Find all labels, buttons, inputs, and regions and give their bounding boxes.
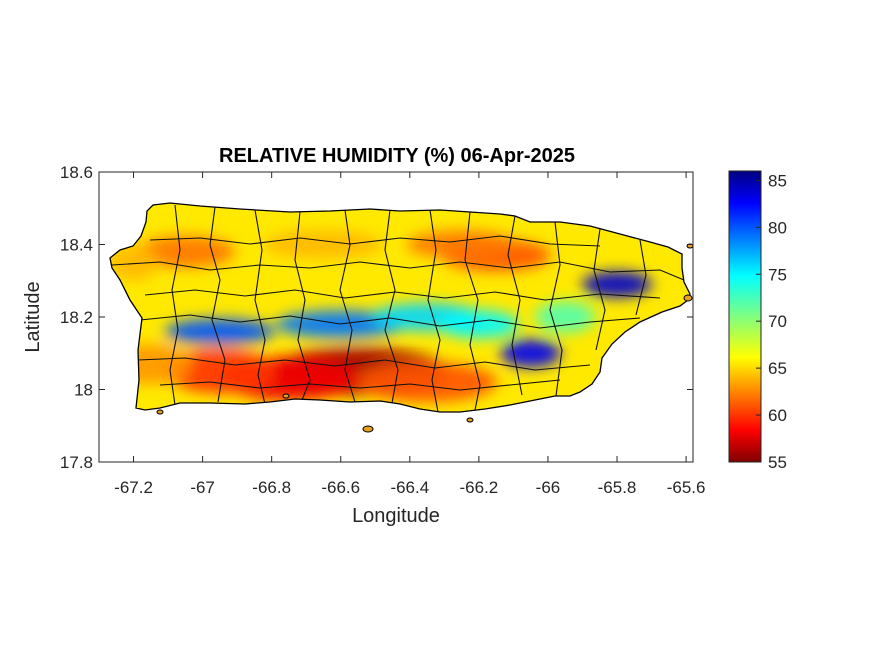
- humidity-zone: [500, 339, 561, 368]
- islet: [683, 294, 693, 302]
- x-tick-label: -67.2: [114, 478, 153, 497]
- colorbar-tick-label: 85: [768, 171, 787, 190]
- humidity-zone: [535, 301, 596, 333]
- municipality-boundary: [294, 211, 311, 401]
- x-tick-label: -66.6: [321, 478, 360, 497]
- humidity-zone: [438, 310, 519, 339]
- islet: [362, 425, 374, 433]
- humidity-zone: [406, 230, 517, 259]
- x-tick-label: -66.4: [390, 478, 429, 497]
- x-tick-label: -66.2: [460, 478, 499, 497]
- islet: [282, 393, 290, 399]
- municipality-boundaries: [111, 204, 685, 412]
- colorbar-tick-label: 70: [768, 312, 787, 331]
- municipality-boundary: [149, 235, 601, 247]
- municipality-boundary: [635, 239, 647, 316]
- municipality-boundary: [593, 228, 606, 351]
- chart-title: RELATIVE HUMIDITY (%) 06-Apr-2025: [219, 145, 575, 167]
- municipality-boundary: [427, 209, 441, 412]
- coastline: [109, 202, 691, 413]
- y-tick-label: 17.8: [60, 453, 93, 472]
- y-tick-label: 18.6: [60, 163, 93, 182]
- x-tick-label: -65.6: [667, 478, 706, 497]
- municipality-boundary: [169, 204, 181, 406]
- y-tick-label: 18.2: [60, 308, 93, 327]
- municipality-boundary: [144, 289, 661, 301]
- x-tick-label: -66: [536, 478, 561, 497]
- x-tick-label: -65.8: [598, 478, 637, 497]
- colorbar-tick-label: 65: [768, 359, 787, 378]
- y-tick-label: 18: [74, 381, 93, 400]
- humidity-zone: [110, 244, 159, 281]
- y-tick-label: 18.4: [60, 236, 93, 255]
- colorbar-tick-label: 55: [768, 453, 787, 472]
- x-tick-label: -67: [190, 478, 215, 497]
- colorbar-tick-label: 80: [768, 218, 787, 237]
- colorbar: [728, 170, 762, 463]
- municipality-boundary: [339, 209, 356, 403]
- municipality-boundary: [507, 215, 523, 396]
- colorbar-ticks: 55 60 65 70 75 80 85: [756, 171, 787, 472]
- municipality-boundary: [209, 206, 226, 403]
- colorbar-tick-label: 75: [768, 265, 787, 284]
- humidity-zone: [357, 362, 498, 403]
- municipality-boundary: [139, 314, 641, 329]
- municipality-boundary: [549, 221, 563, 397]
- islet: [156, 409, 164, 415]
- municipality-boundary: [137, 357, 591, 371]
- humidity-zone: [263, 230, 384, 259]
- municipality-boundary: [159, 379, 561, 391]
- y-axis-ticks: 17.8 18 18.2 18.4 18.6: [60, 163, 693, 472]
- x-axis-ticks: -67.2 -67 -66.8 -66.6 -66.4 -66.2 -66 -65.8 -65.…: [114, 172, 705, 497]
- municipality-boundary: [464, 211, 481, 411]
- y-axis-label: Latitude: [22, 281, 44, 352]
- municipality-boundary: [111, 261, 685, 281]
- humidity-zone: [164, 318, 275, 345]
- humidity-zone: [164, 349, 275, 394]
- x-axis-label: Longitude: [352, 505, 440, 527]
- colorbar-tick-label: 60: [768, 406, 787, 425]
- x-tick-label: -66.8: [252, 478, 291, 497]
- islet: [466, 417, 474, 423]
- municipality-boundary: [384, 209, 399, 404]
